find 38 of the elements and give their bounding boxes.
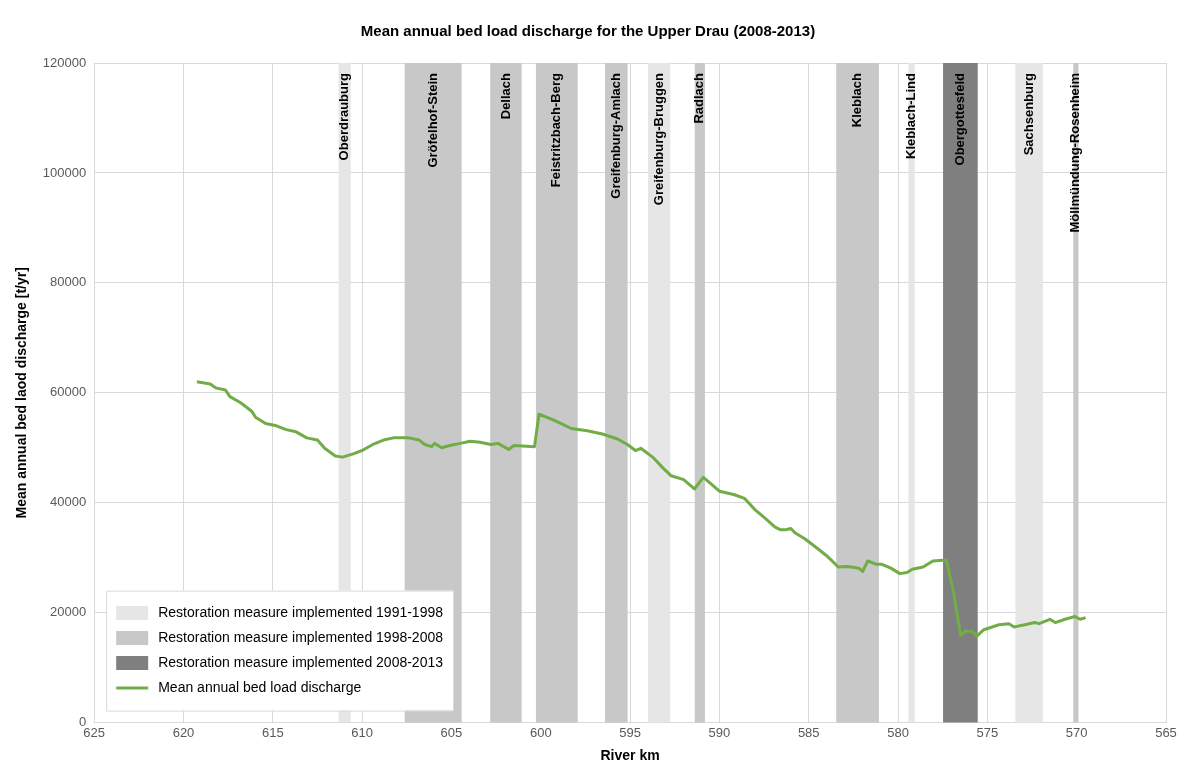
band-label: Kleblach	[849, 72, 865, 128]
y-tick-label: 120000	[42, 54, 87, 70]
x-tick-label: 600	[529, 724, 552, 740]
band-label: Sachsenburg	[1020, 72, 1036, 156]
band-label: Gröfelhof-Stein	[424, 72, 440, 168]
x-tick-label: 590	[708, 724, 731, 740]
x-tick-label: 620	[172, 724, 195, 740]
x-tick-label: 580	[887, 724, 909, 740]
band-label: Oberdrauburg	[336, 72, 352, 161]
x-tick-label: 595	[619, 724, 641, 740]
band-label: Radlach	[691, 72, 707, 124]
band-label: Kleblach-Lind	[903, 72, 919, 159]
band-label: Greifenburg-Amlach	[607, 72, 623, 199]
x-tick-label: 585	[797, 724, 820, 740]
y-tick-label: 100000	[42, 164, 87, 180]
legend-label: Mean annual bed load discharge	[158, 678, 362, 695]
x-tick-label: 570	[1065, 724, 1088, 740]
band-label: Obergottesfeld	[951, 72, 967, 166]
x-tick-label: 575	[976, 724, 999, 740]
chart-title: Mean annual bed load discharge for the Upper Drau (2008-2013)	[360, 22, 816, 40]
y-tick-label: 60000	[50, 384, 87, 400]
band-label: Feistritzbach-Berg	[548, 72, 564, 188]
x-tick-label: 615	[261, 724, 284, 740]
x-tick-label: 610	[351, 724, 373, 740]
legend-label: Restoration measure implemented 1998-2008	[158, 628, 444, 645]
x-tick-label: 625	[83, 724, 106, 740]
band-label: Möllmündung-Rosenheim	[1067, 73, 1083, 233]
band-label: Dellach	[497, 72, 513, 120]
x-axis-title: River km	[600, 747, 660, 764]
y-tick-label: 40000	[50, 494, 87, 510]
x-tick-label: 565	[1155, 724, 1177, 740]
y-tick-label: 80000	[50, 274, 87, 290]
y-tick-label: 20000	[50, 604, 87, 620]
band-label: Greifenburg-Bruggen	[650, 72, 666, 206]
legend-label: Restoration measure implemented 1991-1998	[158, 603, 444, 620]
x-tick-label: 605	[440, 724, 463, 740]
y-axis-title: Mean annual bed laod discharge [t/yr]	[13, 267, 30, 519]
legend-label: Restoration measure implemented 2008-2013	[158, 653, 444, 670]
